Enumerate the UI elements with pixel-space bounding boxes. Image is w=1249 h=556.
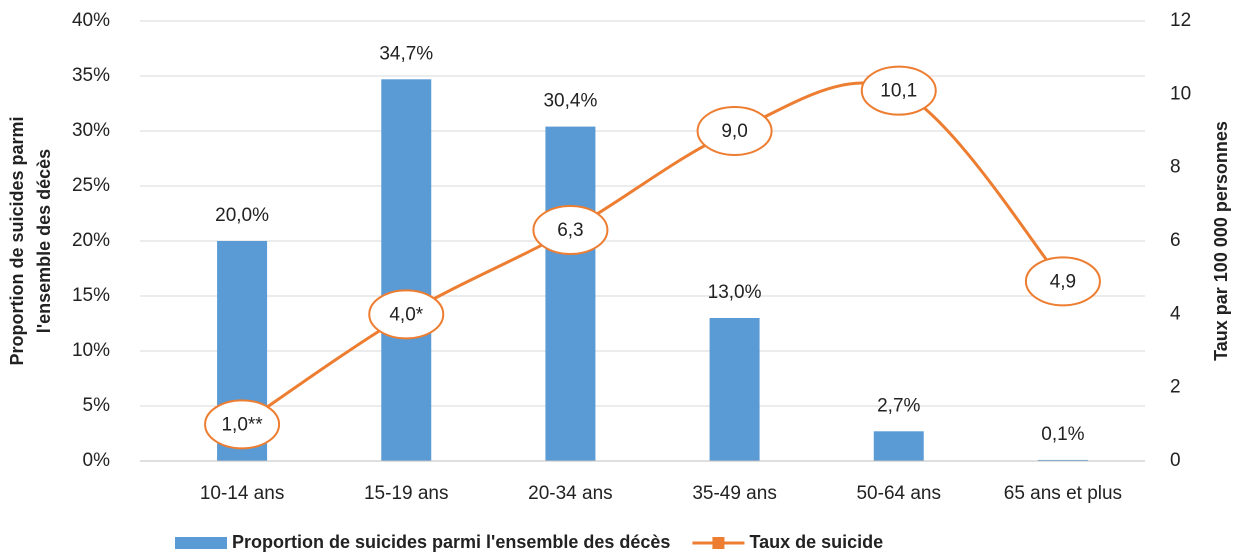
y-tick-label: 35% — [72, 65, 110, 86]
y-tick-label: 25% — [72, 175, 110, 196]
x-tick-label: 35-49 ans — [692, 483, 777, 504]
y2-tick-label: 2 — [1170, 377, 1181, 398]
y2-tick-label: 8 — [1170, 157, 1181, 178]
line-label-bubble — [368, 289, 445, 340]
x-tick-label: 10-14 ans — [200, 483, 285, 504]
line-label-bubble — [532, 205, 609, 255]
y2-tick-label: 6 — [1170, 230, 1181, 251]
line — [241, 81, 1065, 426]
bar-value-label: 13,0% — [708, 282, 762, 303]
y-axis-title-line: l'ensemble des décès — [34, 149, 54, 333]
line-value-label: 4,9 — [1050, 271, 1076, 292]
line-label-bubble — [1024, 256, 1101, 307]
bar — [1037, 459, 1088, 461]
legend-swatch — [175, 537, 227, 549]
bar — [873, 431, 924, 461]
line-value-label: 4,0* — [389, 304, 423, 325]
bar-value-label: 34,7% — [379, 43, 433, 64]
legend-swatch-marker — [712, 537, 725, 549]
bar — [709, 318, 760, 461]
bar — [545, 126, 596, 461]
line-value-label: 6,3 — [557, 220, 583, 241]
line-label-bubble — [696, 106, 773, 156]
y-axis-title: Proportion de suicides parmi l'ensemble d… — [7, 116, 54, 365]
line-value-label: 1,0** — [221, 414, 263, 435]
line-value-label: 10,1 — [880, 81, 917, 102]
y-tick-label: 5% — [83, 395, 111, 416]
y-axis-title-line: Proportion de suicides parmi — [7, 116, 27, 365]
bar — [381, 79, 432, 462]
line-label-bubble — [860, 65, 937, 116]
y2-tick-label: 4 — [1170, 303, 1181, 324]
y-tick-label: 20% — [72, 230, 110, 251]
y-tick-label: 10% — [72, 340, 110, 361]
y2-tick-label: 10 — [1170, 83, 1191, 104]
bar-value-label: 20,0% — [215, 205, 269, 226]
y-tick-label: 0% — [83, 450, 111, 471]
legend-label: Taux de suicide — [749, 532, 883, 552]
bar-value-label: 0,1% — [1041, 424, 1084, 445]
line-value-label: 9,0 — [721, 121, 747, 142]
y2-tick-label: 0 — [1170, 450, 1181, 471]
bar-value-label: 2,7% — [877, 395, 920, 416]
x-tick-label: 20-34 ans — [528, 483, 613, 504]
legend-label: Proportion de suicides parmi l'ensemble … — [232, 532, 670, 552]
x-tick-label: 65 ans et plus — [1004, 483, 1122, 504]
y-tick-label: 15% — [72, 285, 110, 306]
x-tick-label: 15-19 ans — [364, 483, 449, 504]
line-label-bubble — [204, 399, 281, 450]
y-tick-label: 40% — [72, 10, 110, 31]
bar-value-label: 30,4% — [543, 91, 597, 112]
x-tick-label: 50-64 ans — [856, 483, 941, 504]
y-tick-label: 30% — [72, 120, 110, 141]
y2-tick-label: 12 — [1170, 10, 1191, 31]
y2-axis-title: Taux par 100 000 personnes — [1211, 121, 1231, 361]
